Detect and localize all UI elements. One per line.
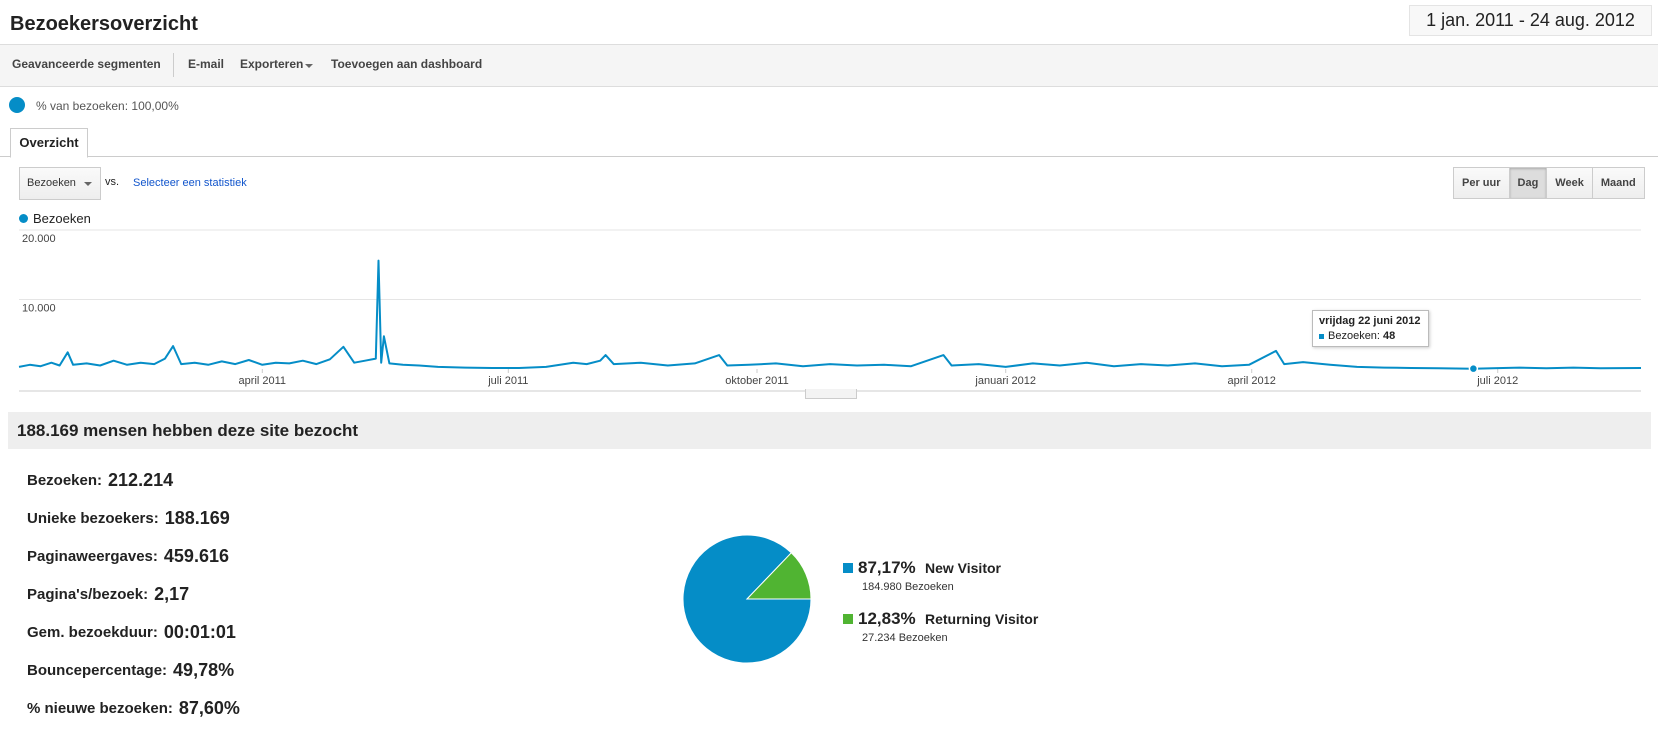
dropdown-arrow: [305, 64, 313, 68]
vs-label: vs.: [105, 176, 120, 188]
legend-label: Bezoeken: [33, 211, 91, 226]
legend-dot: [19, 214, 28, 223]
metric-row: Gem. bezoekduur: 00:01:01: [15, 617, 236, 647]
x-tick-label: juli 2011: [487, 375, 528, 387]
pie-category: New Visitor: [925, 560, 1001, 576]
pie-category: Returning Visitor: [925, 611, 1039, 627]
x-tick-label: april 2011: [239, 375, 287, 387]
x-tick-label: januari 2012: [974, 375, 1036, 387]
legend: Bezoeken: [19, 211, 91, 226]
pie-value-label: 12,83%: [858, 609, 916, 628]
tooltip-label: Bezoeken:: [1328, 330, 1380, 342]
metric-value: 188.169: [164, 507, 230, 528]
y-tick-label: 10.000: [22, 302, 56, 314]
metric-value: 87,60%: [178, 697, 240, 718]
metric-row: Paginaweergaves: 459.616: [15, 541, 229, 571]
granularity-button[interactable]: Dag: [1508, 167, 1548, 199]
toolbar-item[interactable]: Exporteren: [240, 57, 304, 71]
separator: [173, 53, 174, 77]
metric-value: 49,78%: [173, 659, 235, 680]
metric-row: Bouncepercentage: 49,78%: [15, 655, 234, 685]
metric-value: 212.214: [108, 469, 174, 490]
segment-label: % van bezoeken: 100,00%: [36, 99, 179, 113]
metric-value: 2,17: [154, 583, 190, 604]
tooltip-swatch: [1319, 333, 1324, 339]
legend-swatch: [843, 614, 853, 624]
metric-row: Pagina's/bezoek: 2,17: [15, 579, 189, 609]
pie-detail: 184.980 Bezoeken: [862, 581, 954, 593]
metric-label: % nieuwe bezoeken:: [27, 699, 173, 717]
series-line: [18, 259, 1642, 370]
page-title: Bezoekersoverzicht: [10, 13, 198, 35]
segment-icon: [9, 97, 25, 113]
metric-label: Gem. bezoekduur:: [27, 623, 158, 641]
toolbar-item[interactable]: Geavanceerde segmenten: [12, 57, 161, 71]
toolbar-item[interactable]: E-mail: [188, 57, 225, 71]
dropdown-arrow: [84, 182, 92, 186]
metric-row: Bezoeken: 212.214: [15, 465, 173, 495]
tooltip-value: 48: [1382, 330, 1396, 342]
granularity-button[interactable]: Per uur: [1453, 167, 1510, 199]
summary-band: 188.169 mensen hebben deze site bezocht: [8, 412, 1651, 449]
metric-value: 459.616: [163, 545, 229, 566]
x-tick-label: juli 2012: [1476, 375, 1518, 387]
metric-row: Unieke bezoekers: 188.169: [15, 503, 230, 533]
highlight-point: [1468, 363, 1479, 374]
metric-select-label: Bezoeken: [27, 177, 76, 189]
metric-label: Pagina's/bezoek:: [27, 585, 149, 603]
summary-title: 188.169 mensen hebben deze site bezocht: [17, 421, 359, 440]
metric-label: Bezoeken:: [27, 471, 103, 489]
x-tick-label: oktober 2011: [725, 375, 788, 387]
metric-link[interactable]: Selecteer een statistiek: [133, 177, 247, 189]
metric-select[interactable]: Bezoeken: [19, 167, 101, 200]
pie-detail: 27.234 Bezoeken: [862, 632, 948, 644]
tab[interactable]: Overzicht: [10, 128, 88, 158]
granularity-button[interactable]: Week: [1546, 167, 1593, 199]
pie-slice: [745, 552, 812, 600]
tooltip-row: Bezoeken: 48: [1319, 330, 1395, 342]
toolbar: Geavanceerde segmenten E-mail Exporteren…: [0, 44, 1658, 87]
y-tick-label: 20.000: [22, 233, 56, 245]
tooltip: vrijdag 22 juni 2012 Bezoeken: 48: [1312, 310, 1429, 347]
metric-row: % nieuwe bezoeken: 87,60%: [15, 693, 240, 723]
tooltip-title: vrijdag 22 juni 2012: [1319, 315, 1421, 327]
toolbar-item[interactable]: Toevoegen aan dashboard: [331, 57, 483, 71]
granularity: Per uur Dag Week Maand: [1453, 167, 1645, 199]
x-tick-label: april 2012: [1228, 375, 1276, 387]
metric-label: Unieke bezoekers:: [27, 509, 159, 527]
date-range[interactable]: 1 jan. 2011 - 24 aug. 2012: [1409, 5, 1652, 36]
legend-swatch: [843, 563, 853, 573]
metric-label: Paginaweergaves:: [27, 547, 158, 565]
metric-label: Bouncepercentage:: [27, 661, 168, 679]
pie-value-label: 87,17%: [858, 558, 916, 577]
granularity-button[interactable]: Maand: [1591, 167, 1645, 199]
drag-handle[interactable]: [805, 389, 857, 399]
metric-value: 00:01:01: [163, 621, 236, 642]
tab-line: [0, 156, 1658, 157]
